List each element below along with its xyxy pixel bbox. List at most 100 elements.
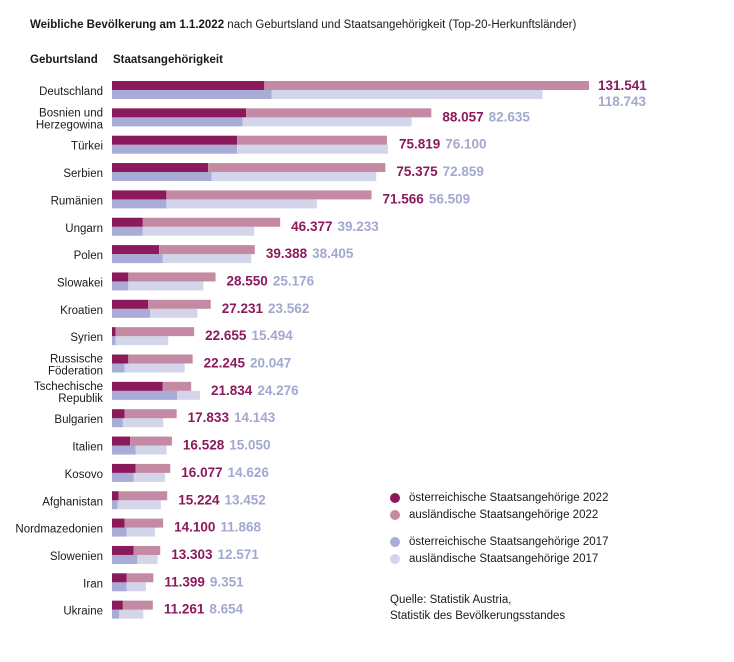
- bar-foreign-2017-iran: [126, 582, 146, 592]
- bar-foreign-2022-bosnien-und-herzegowina: [246, 108, 432, 118]
- bar-foreign-2017-ukraine: [119, 609, 144, 619]
- bar-foreign-2017-bosnien-und-herzegowina: [242, 117, 412, 127]
- bar-aut-2017-nordmazedonien: [112, 527, 127, 537]
- value-label-2022-ukraine: 11.261: [164, 602, 205, 617]
- bar-foreign-2022-russische-foederation: [128, 354, 193, 364]
- bar-foreign-2022-bulgarien: [124, 409, 177, 419]
- bar-aut-2017-polen: [112, 254, 163, 264]
- source-note: Quelle: Statistik Austria, Statistik des…: [390, 592, 565, 624]
- bar-foreign-2017-bulgarien: [122, 418, 164, 428]
- category-label-russische-foederation: Russische Föderation: [48, 354, 103, 378]
- category-label-nordmazedonien: Nordmazedonien: [15, 524, 103, 536]
- category-label-line: Bosnien und: [39, 107, 103, 119]
- category-label-ukraine: Ukraine: [63, 606, 103, 618]
- bar-aut-2022-kroatien: [112, 299, 149, 309]
- bar-foreign-2022-tuerkei: [237, 135, 387, 145]
- bar-aut-2022-serbien: [112, 163, 209, 173]
- bar-aut-2022-nordmazedonien: [112, 518, 125, 528]
- category-label-syrien: Syrien: [70, 332, 103, 344]
- value-label-2022-nordmazedonien: 14.100: [174, 520, 215, 535]
- category-label-iran: Iran: [83, 578, 103, 590]
- category-label-italien: Italien: [72, 442, 103, 454]
- value-label-2017-polen: 38.405: [312, 246, 354, 261]
- chart-title-rest: nach Geburtsland und Staatsangehörigkeit…: [224, 19, 577, 31]
- value-label-2017-afghanistan: 13.452: [225, 492, 266, 507]
- bar-foreign-2017-polen: [162, 254, 252, 264]
- legend-label-foreign-2017: ausländische Staatsangehörige 2017: [409, 552, 599, 565]
- bar-foreign-2017-tuerkei: [237, 144, 388, 154]
- category-label-line: Herzegowina: [36, 119, 104, 131]
- category-label-slowakei: Slowakei: [57, 277, 103, 289]
- legend-item-aut-2022: österreichische Staatsangehörige 2022: [390, 489, 608, 506]
- bar-aut-2017-slowenien: [112, 554, 138, 564]
- bar-foreign-2017-afghanistan: [117, 500, 161, 510]
- value-label-2022-serbien: 75.375: [396, 164, 438, 179]
- value-label-2022-bosnien-und-herzegowina: 88.057: [442, 109, 483, 124]
- value-label-2017-slowakei: 25.176: [273, 273, 315, 288]
- bar-foreign-2022-kroatien: [148, 299, 211, 309]
- bar-aut-2017-syrien: [112, 336, 116, 346]
- bar-aut-2017-kosovo: [112, 472, 134, 482]
- bar-aut-2022-bosnien-und-herzegowina: [112, 108, 247, 118]
- bar-foreign-2022-ukraine: [122, 600, 153, 610]
- legend-item-foreign-2017: ausländische Staatsangehörige 2017: [390, 550, 608, 567]
- bar-foreign-2017-russische-foederation: [124, 363, 185, 373]
- bar-foreign-2017-serbien: [211, 172, 377, 182]
- bar-aut-2017-ukraine: [112, 609, 120, 619]
- bar-foreign-2022-polen: [159, 245, 255, 255]
- bar-aut-2017-bosnien-und-herzegowina: [112, 117, 243, 127]
- bar-foreign-2017-ungarn: [142, 226, 255, 236]
- value-label-2022-russische-foederation: 22.245: [204, 356, 246, 371]
- source-line-2: Statistik des Bevölkerungsstandes: [390, 610, 566, 622]
- legend-item-foreign-2022: ausländische Staatsangehörige 2022: [390, 506, 608, 523]
- value-label-2017-russische-foederation: 20.047: [250, 356, 291, 371]
- bar-aut-2022-russische-foederation: [112, 354, 129, 364]
- value-label-2022-afghanistan: 15.224: [178, 492, 220, 507]
- bar-aut-2017-ungarn: [112, 226, 143, 236]
- bar-foreign-2017-tschechische-republik: [177, 390, 201, 400]
- legend: österreichische Staatsangehörige 2022 au…: [390, 489, 608, 567]
- bar-aut-2017-tschechische-republik: [112, 390, 178, 400]
- bar-foreign-2022-iran: [126, 573, 154, 583]
- bar-foreign-2022-ungarn: [142, 217, 281, 227]
- category-label-line: Föderation: [48, 366, 103, 378]
- source-line-1: Quelle: Statistik Austria,: [390, 594, 512, 606]
- legend-label-aut-2017: österreichische Staatsangehörige 2017: [409, 535, 609, 548]
- bar-aut-2022-ukraine: [112, 600, 123, 610]
- category-label-line: Russische: [50, 354, 103, 366]
- value-label-2017-slowenien: 12.571: [218, 547, 260, 562]
- bar-aut-2022-slowenien: [112, 545, 134, 555]
- value-label-2017-serbien: 72.859: [443, 164, 484, 179]
- value-label-2022-deutschland: 131.541: [598, 78, 647, 93]
- value-label-2017-italien: 15.050: [229, 438, 270, 453]
- bar-aut-2022-ungarn: [112, 217, 143, 227]
- bar-aut-2017-russische-foederation: [112, 363, 125, 373]
- legend-label-foreign-2022: ausländische Staatsangehörige 2022: [409, 508, 599, 521]
- category-label-polen: Polen: [74, 250, 103, 262]
- bar-aut-2017-iran: [112, 582, 127, 592]
- value-label-2017-tuerkei: 76.100: [445, 137, 486, 152]
- category-label-kroatien: Kroatien: [60, 305, 103, 317]
- category-label-line: Republik: [58, 393, 103, 405]
- chart-title-bold: Weibliche Bevölkerung am 1.1.2022: [30, 19, 225, 31]
- value-label-2017-ukraine: 8.654: [209, 602, 243, 617]
- bar-aut-2022-tuerkei: [112, 135, 238, 145]
- category-label-tschechische-republik: Tschechische Republik: [34, 381, 103, 405]
- legend-swatch-foreign-2022: [390, 509, 400, 520]
- legend-swatch-aut-2022: [390, 492, 400, 503]
- bar-foreign-2017-kosovo: [133, 472, 166, 482]
- value-label-2022-tuerkei: 75.819: [399, 137, 440, 152]
- bar-foreign-2022-nordmazedonien: [124, 518, 164, 528]
- legend-swatch-aut-2017: [390, 536, 400, 547]
- value-label-2017-kosovo: 14.626: [228, 465, 270, 480]
- legend-swatch-foreign-2017: [390, 553, 400, 564]
- bar-aut-2017-rumaenien: [112, 199, 167, 209]
- column-header-birth-country: Geburtsland: [30, 54, 98, 66]
- bar-aut-2022-kosovo: [112, 463, 136, 473]
- bar-aut-2022-polen: [112, 245, 160, 255]
- value-label-2022-bulgarien: 17.833: [188, 410, 230, 425]
- value-label-2022-italien: 16.528: [183, 438, 225, 453]
- category-label-rumaenien: Rumänien: [51, 195, 103, 207]
- bar-foreign-2022-kosovo: [135, 463, 171, 473]
